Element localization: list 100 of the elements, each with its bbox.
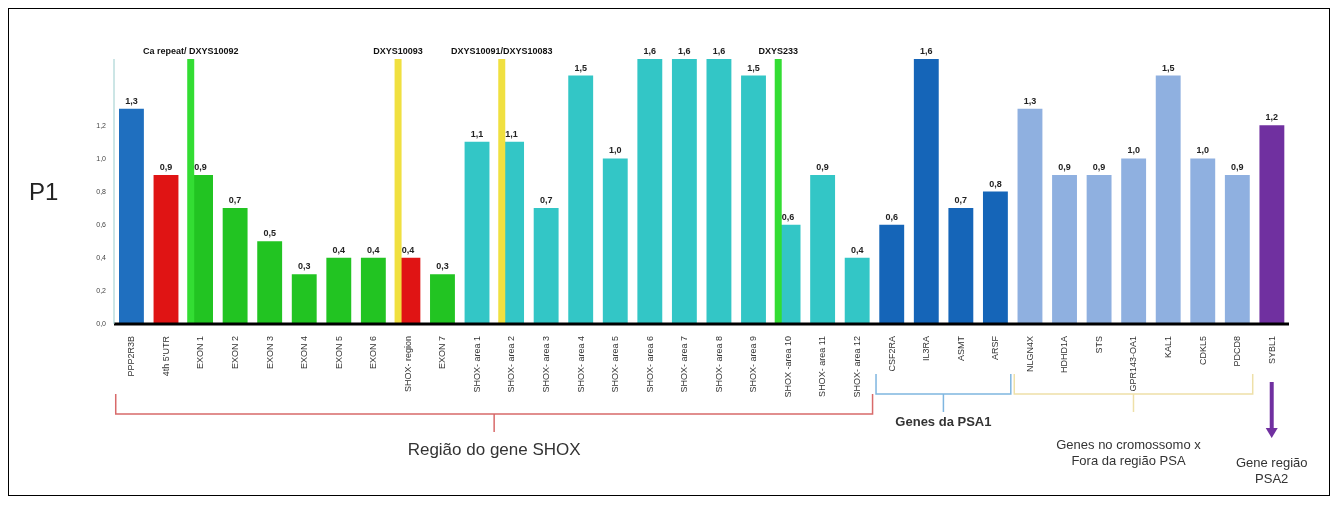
data-label: 0,3 [436,261,449,272]
x-tick-label: PPP2R3B [126,336,137,377]
bar [913,59,939,324]
bar [602,158,628,324]
x-tick-label: SHOX -area 10 [782,336,793,398]
bar [1017,108,1043,324]
bar [464,141,490,324]
data-label: 1,3 [1023,95,1037,106]
data-label: 0,6 [781,211,795,222]
x-tick-label: SHOX- area 3 [540,336,551,393]
x-tick-label: SYBL1 [1266,336,1277,365]
bar [671,59,697,324]
x-tick-label: STS [1093,336,1104,354]
data-label: 1,0 [1196,145,1210,156]
x-tick-label: SHOX- region [402,336,413,393]
x-tick-label: SHOX- area 6 [644,336,655,393]
x-tick-label: PDCD8 [1232,336,1243,367]
bar [1259,125,1285,324]
data-label: 1,6 [678,46,691,56]
bar [637,59,663,324]
x-tick-label: EXON 6 [368,336,379,370]
ref-line-label: DXYS233 [758,46,798,56]
data-label: 0,9 [816,161,829,172]
bar [153,174,179,324]
bar [257,241,283,324]
bar [291,274,317,324]
x-tick-label: SHOX- area 5 [610,336,621,393]
bar [568,75,594,324]
bar [1121,158,1147,324]
data-label: 0,7 [539,195,553,206]
data-label: 0,9 [194,161,207,172]
data-label: 1,6 [712,46,726,56]
data-label: 0,7 [954,195,968,206]
x-tick-label: GPR143-OA1 [1128,336,1139,392]
data-label: 0,3 [297,261,311,272]
data-label: 1,1 [505,128,518,139]
data-label: 0,4 [401,244,415,255]
x-tick-label: CDKL5 [1197,336,1208,366]
x-tick-label: EXON 3 [264,336,275,370]
data-label: 0,9 [1058,161,1071,172]
data-label: 0,7 [228,195,242,206]
x-tick-label: EXON 1 [195,336,206,370]
x-tick-label: SHOX- area 1 [471,336,482,393]
x-tick-label: SHOX- area 8 [713,336,724,393]
bar [326,257,352,324]
ref-line-label: DXYS10093 [373,46,423,56]
data-label: 0,8 [989,178,1002,189]
bar [1086,174,1112,324]
bar [360,257,386,324]
data-label: 0,9 [159,161,173,172]
bar [706,59,732,324]
bar [948,208,974,324]
data-label: 0,6 [885,211,898,222]
x-tick-label: CSF2RA [886,336,897,372]
data-label: 0,4 [332,244,346,255]
data-label: 1,3 [125,95,138,106]
x-tick-label: SHOX- area 9 [748,336,759,393]
x-tick-label: IL3RA [921,336,932,362]
x-tick-label: SHOX- area 11 [817,336,828,397]
x-tick-label: EXON 2 [229,336,240,370]
x-tick-label: SHOX- area 12 [852,336,863,398]
x-tick-label: HDHD1A [1059,336,1070,374]
bar [1155,75,1181,324]
ref-line-label: Ca repeat/ DXYS10092 [142,46,239,56]
bar [1052,174,1077,324]
text: Gene região PSA2 [1234,455,1309,488]
data-label: 1,6 [643,46,657,56]
data-label: 1,1 [470,128,484,139]
bar [810,174,836,324]
bar [222,208,248,324]
data-label: 0,9 [1092,161,1106,172]
data-label: 1,0 [609,145,622,156]
x-tick-label: SHOX- area 7 [679,336,690,393]
data-label: 1,6 [920,46,933,56]
bar [1190,158,1216,324]
data-label: 1,0 [1127,145,1140,156]
data-label: 0,4 [367,244,380,255]
x-tick-label: SHOX- area 4 [575,336,586,393]
text: Genes no cromossomo x Fora da região PSA [1055,437,1202,470]
bar [879,224,905,324]
data-label: 1,5 [747,62,760,73]
x-tick-label: ARSF [990,335,1001,361]
x-tick-label: SHOX- area 2 [506,336,517,393]
text: Região do gene SHOX [406,439,582,461]
x-tick-label: EXON 7 [437,336,448,370]
x-tick-label: ASMT [955,335,966,362]
data-label: 1,5 [1161,62,1175,73]
bar [430,274,455,324]
data-label: 1,2 [1265,112,1279,123]
data-label: 0,4 [850,244,864,255]
bar [741,75,766,324]
x-tick-label: NLGN4X [1024,336,1035,373]
data-label: 0,9 [1231,161,1244,172]
bar [982,191,1008,324]
data-label: 0,5 [263,228,276,239]
data-label: 1,5 [574,62,587,73]
text: Genes da PSA1 [894,414,993,431]
bar [1224,174,1250,324]
bar [533,208,559,324]
x-tick-label: EXON 5 [333,336,344,370]
